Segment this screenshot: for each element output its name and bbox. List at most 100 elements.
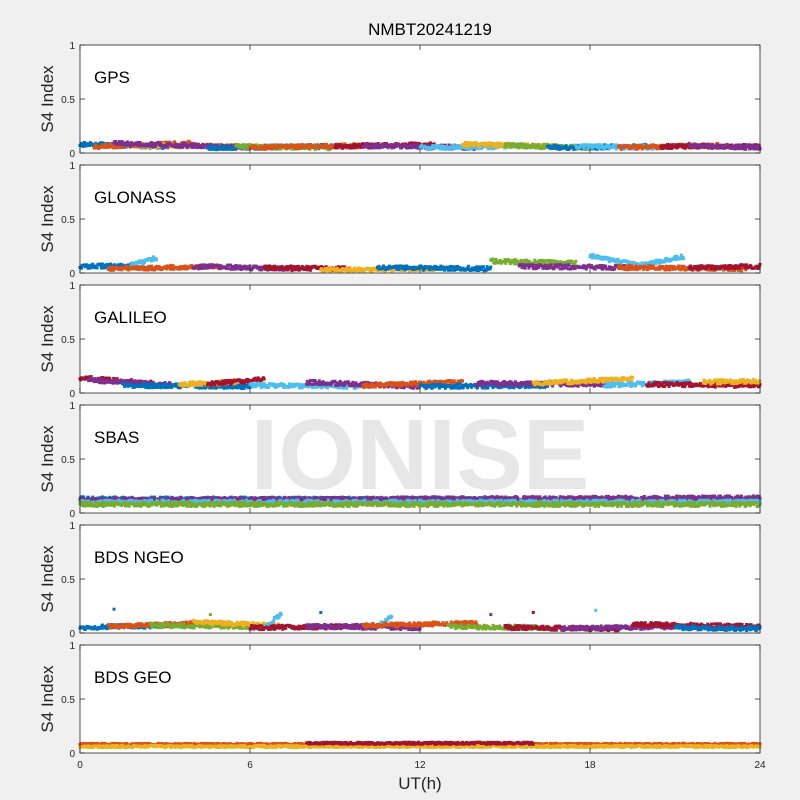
data-point (376, 142, 379, 146)
data-point (402, 144, 406, 148)
data-point (229, 145, 233, 149)
data-point (224, 147, 228, 151)
data-point (189, 142, 193, 146)
data-point (661, 147, 665, 150)
data-point (270, 147, 274, 151)
data-point (103, 145, 107, 149)
data-point (117, 140, 121, 144)
data-point (494, 143, 498, 147)
data-point (102, 141, 106, 145)
data-point (152, 142, 156, 146)
data-point (540, 145, 544, 149)
data-point (292, 144, 296, 148)
data-point (499, 142, 502, 146)
data-point (143, 261, 146, 265)
data-point (380, 143, 384, 147)
data-point (587, 144, 591, 148)
data-point (216, 143, 220, 147)
data-point (618, 144, 622, 148)
data-point (489, 265, 493, 269)
data-point (586, 147, 590, 150)
data-point (614, 147, 618, 151)
data-point (447, 143, 451, 147)
data-point (392, 146, 396, 149)
data-point (173, 142, 177, 146)
data-point (596, 146, 600, 150)
data-point (137, 144, 141, 148)
data-point (107, 145, 111, 148)
data-point (469, 147, 473, 151)
data-point (668, 143, 672, 147)
data-point (464, 141, 468, 145)
data-point (95, 266, 99, 270)
data-point (444, 147, 448, 151)
data-point (490, 144, 494, 148)
data-point (180, 142, 184, 146)
data-point (148, 144, 152, 148)
data-point (666, 142, 669, 146)
data-point (571, 145, 575, 149)
data-point (452, 379, 456, 383)
data-point (470, 141, 474, 145)
data-point (452, 143, 456, 147)
data-point (489, 141, 493, 145)
data-point (185, 143, 188, 147)
data-point (268, 147, 272, 151)
data-point (97, 378, 101, 381)
data-point (117, 145, 121, 149)
data-point (119, 142, 123, 146)
data-point (234, 147, 238, 151)
y-tick-label: 1 (69, 161, 75, 172)
data-point (443, 145, 447, 148)
data-point (155, 258, 158, 262)
data-point (481, 265, 485, 269)
data-point (491, 257, 495, 261)
data-point (671, 143, 675, 147)
data-point (683, 146, 687, 150)
data-point (742, 143, 746, 146)
plot-area (80, 165, 760, 273)
data-point (432, 144, 436, 148)
data-point (651, 147, 655, 151)
data-point (682, 257, 685, 261)
data-point (520, 142, 524, 146)
data-point (545, 142, 549, 146)
data-point (347, 143, 351, 147)
data-point (94, 141, 98, 145)
data-point (518, 146, 522, 150)
data-point (263, 145, 267, 149)
data-point (352, 142, 356, 146)
data-point (413, 143, 417, 146)
data-point (738, 266, 742, 270)
data-point (254, 145, 258, 148)
data-point (428, 141, 432, 145)
data-point (509, 145, 513, 149)
data-point (531, 142, 535, 146)
plot-area (80, 45, 760, 153)
data-point (227, 147, 231, 151)
data-point (197, 267, 201, 271)
data-point (726, 267, 730, 271)
data-point (449, 268, 453, 272)
data-point (668, 268, 672, 272)
data-point (461, 379, 464, 383)
data-point (242, 147, 246, 151)
data-point (430, 386, 434, 390)
data-point (327, 148, 331, 152)
data-point (222, 147, 226, 151)
y-tick-label: 0 (69, 269, 75, 280)
data-point (626, 268, 630, 272)
data-point (159, 142, 163, 146)
data-point (294, 147, 297, 151)
data-point (410, 141, 414, 145)
data-point (567, 263, 571, 267)
data-point (654, 144, 658, 148)
data-point (537, 143, 541, 147)
data-point (581, 143, 584, 147)
data-point (325, 142, 329, 146)
data-point (80, 141, 83, 145)
data-point (308, 147, 312, 151)
data-point (182, 144, 185, 148)
